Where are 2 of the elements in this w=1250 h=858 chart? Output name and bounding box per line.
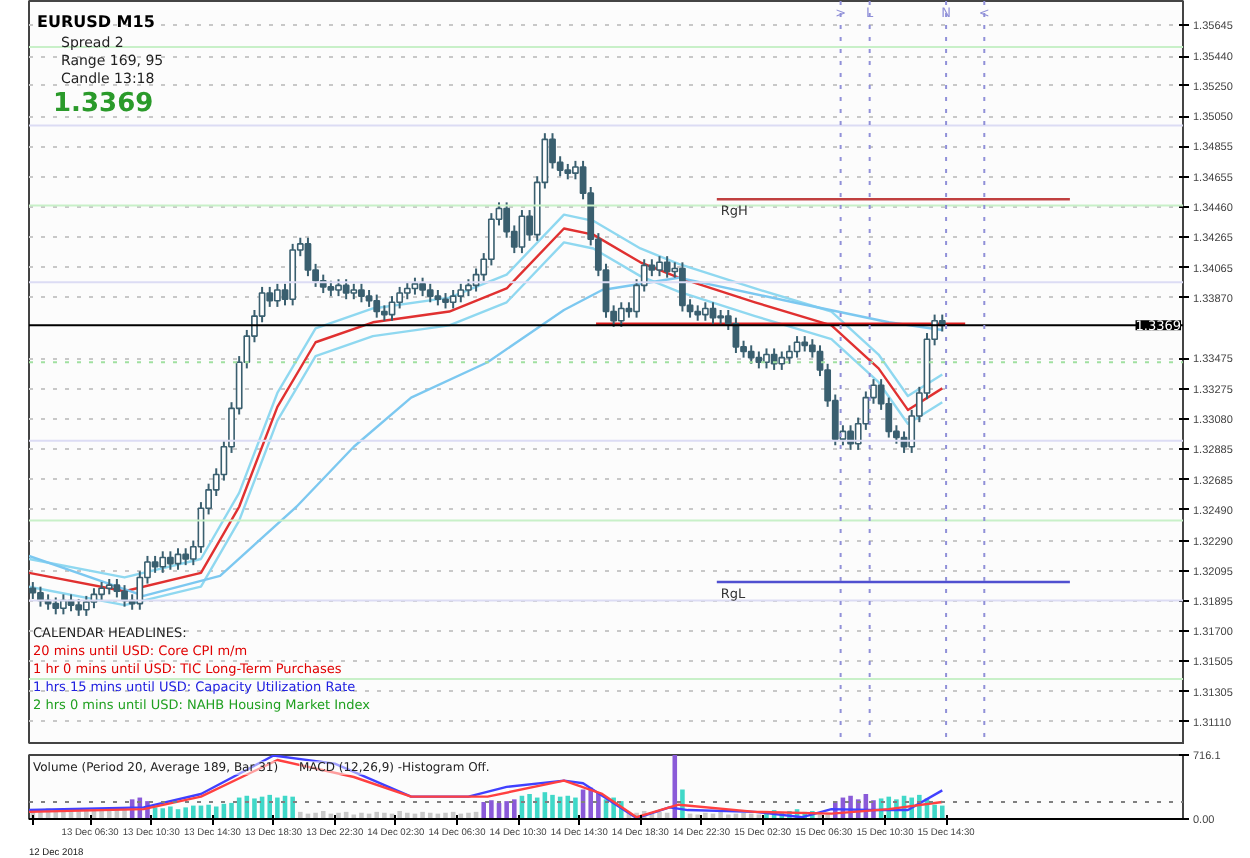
- annotation: EURUSD M15: [37, 13, 156, 31]
- annotation: 1.3369: [53, 89, 154, 119]
